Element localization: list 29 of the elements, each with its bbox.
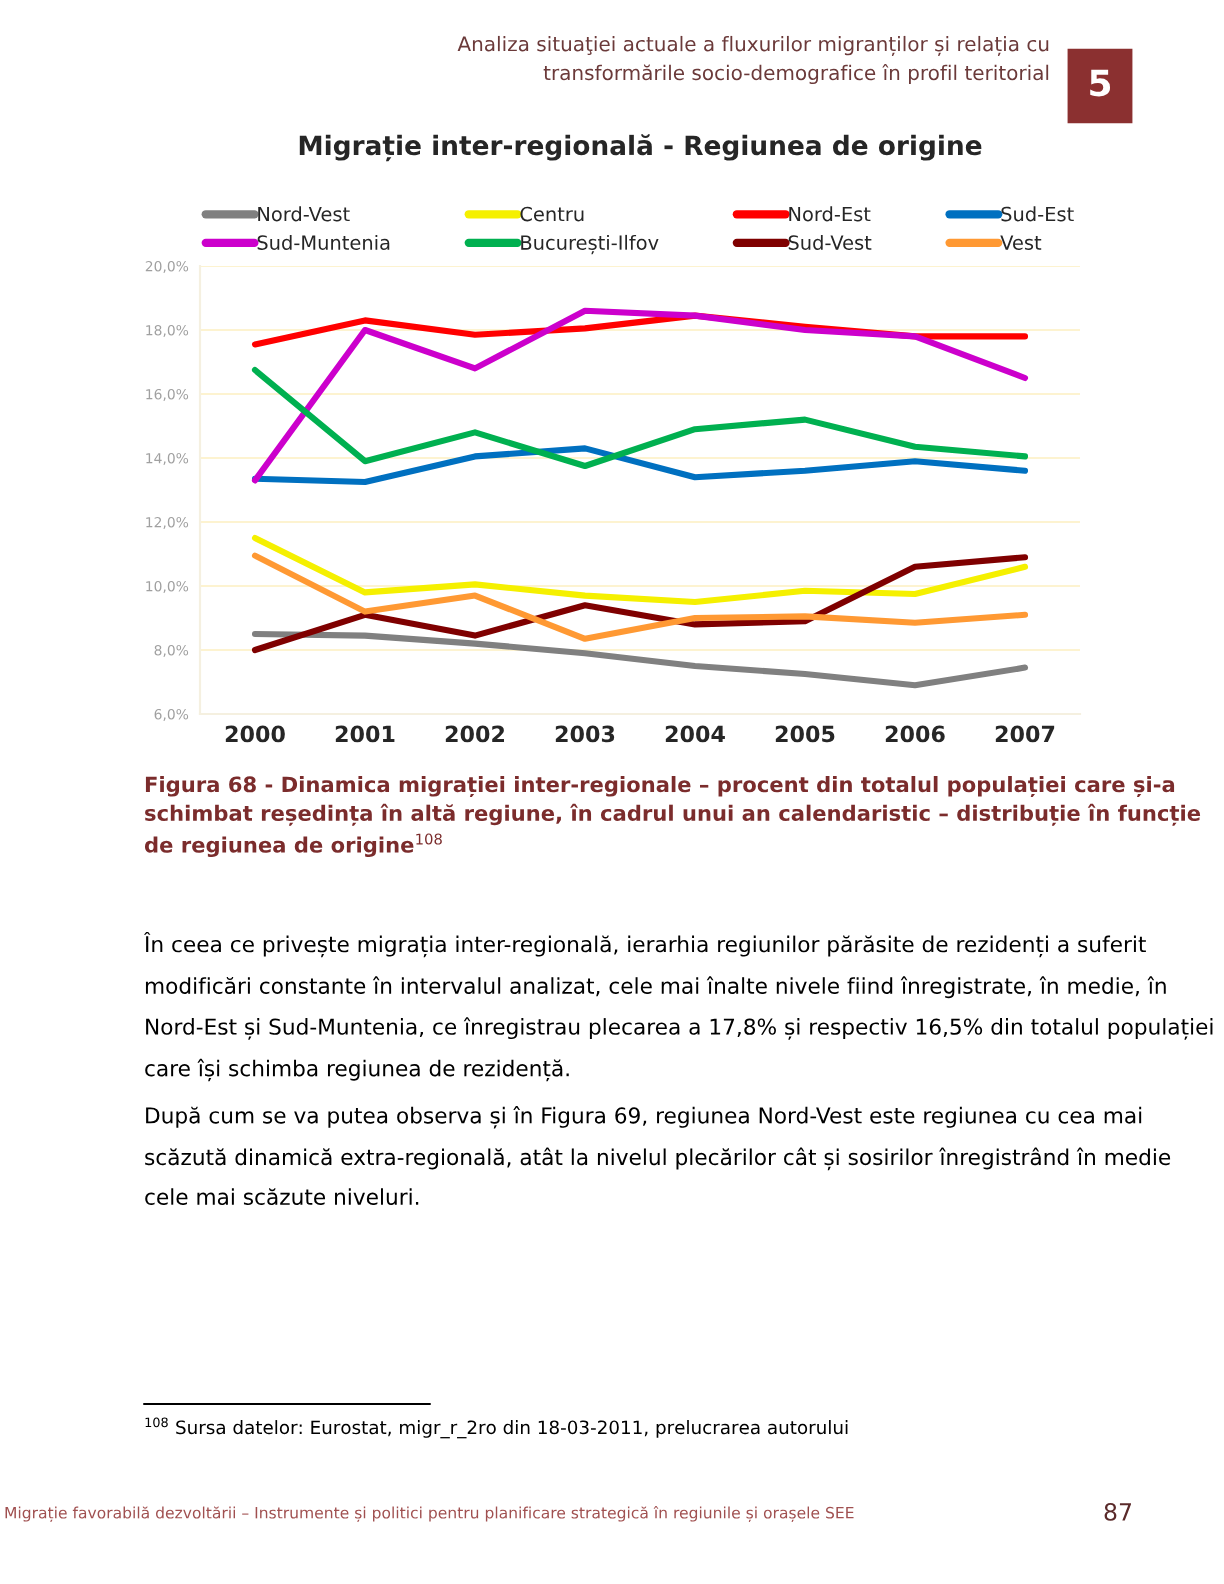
text: În ceea ce privește migrația inter-regională, ierarhia regiunilor părăsite de rezidenți a suferit modificări constante în intervalul analizat, cele mai înalte nivele fiind înregistrate, în medie, în Nord-Est și Sud-Muntenia, ce înregistrau plecarea a 17,8% și respectiv 16,5% din totalul populației care își schimba regiunea de rezidență. — [143, 932, 1213, 1082]
legend-label: Sud-Est — [1001, 206, 1074, 222]
line-series — [251, 445, 1029, 486]
chart-title: Migrație inter-regională - Regiunea de origine — [299, 134, 982, 162]
text: Figura 68 - Dinamica migrației inter-regionale – procent din totalul populației care și-a schimbat reședința în altă regiune, în cadrul unui an calendaristic – distribuție în funcție de regiunea de origine$^{108}$ — [144, 776, 1201, 858]
legend-label: Sud-Vest — [788, 234, 872, 250]
text: $^{108}$ Sursa datelor: Eurostat, migr_r_2ro din 18-03-2011, prelucrarea autorului — [145, 1417, 848, 1439]
text: 5 — [1090, 69, 1111, 97]
x-tick-label: 2000 — [225, 725, 285, 743]
legend-label: Centru — [520, 206, 584, 222]
legend-label: Nord-Vest — [258, 206, 350, 222]
legend-label: Nord-Est — [789, 206, 871, 222]
legend-label: Vest — [1000, 235, 1042, 250]
x-tick-label: 2007 — [995, 725, 1055, 743]
text: Analiza situaţiei actuale a fluxurilor migranților și relația cu transformările socio-demografice în profil teritorial — [457, 35, 1049, 85]
line-series — [251, 366, 1029, 470]
text: 87 — [1104, 1502, 1131, 1521]
x-tick-label: 2002 — [445, 725, 504, 743]
x-tick-label: 2004 — [665, 725, 725, 743]
x-tick-label: 2005 — [775, 725, 835, 743]
text: După cum se va putea observa și în Figura 69, regiunea Nord-Vest este regiunea cu cea mai scăzută dinamică extra-regională, atât la nivelul plecărilor cât și sosirilor înregistrând în medie cele mai scăzute niveluri. — [145, 1106, 1171, 1206]
legend-label: Sud-Muntenia — [257, 234, 390, 250]
line-series — [251, 630, 1029, 689]
line-series — [251, 534, 1029, 606]
legend-label: București-Ilfov — [521, 234, 659, 255]
x-tick-label: 2006 — [885, 725, 945, 743]
x-tick-label: 2001 — [335, 725, 395, 743]
line-series — [251, 307, 1029, 484]
x-tick-label: 2003 — [555, 725, 615, 743]
